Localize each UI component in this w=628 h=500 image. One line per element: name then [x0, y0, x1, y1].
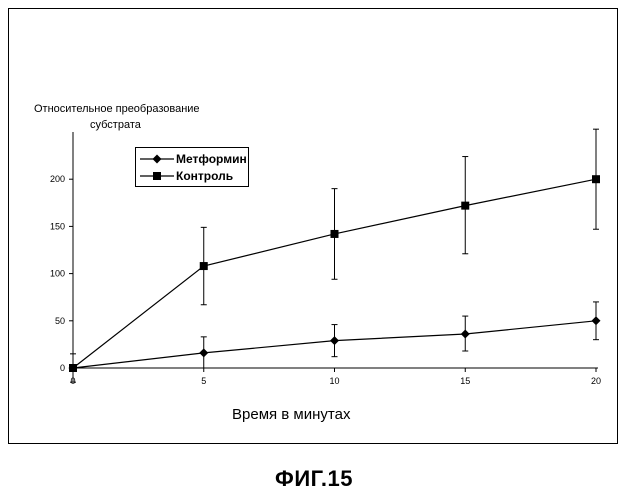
point-control	[69, 364, 77, 372]
point-metformin	[461, 330, 470, 339]
x-tick-label: 20	[591, 376, 601, 386]
point-control	[331, 230, 339, 238]
point-control	[461, 202, 469, 210]
point-control	[592, 175, 600, 183]
x-axis-label: Время в минутах	[232, 406, 350, 423]
x-tick-label: 15	[460, 376, 470, 386]
point-metformin	[199, 348, 208, 357]
legend-marker-diamond	[140, 153, 174, 165]
y-tick-label: 200	[50, 174, 65, 184]
point-metformin	[592, 316, 601, 325]
y-tick-label: 0	[60, 363, 65, 373]
legend-label-control: Контроль	[176, 169, 233, 183]
legend: Метформин Контроль	[135, 147, 249, 187]
legend-item-metformin: Метформин	[140, 151, 247, 167]
point-control	[200, 262, 208, 270]
y-tick-label: 100	[50, 269, 65, 279]
x-tick-label: 10	[329, 376, 339, 386]
figure-label: ФИГ.15	[0, 466, 628, 492]
y-tick-label: 150	[50, 221, 65, 231]
point-metformin	[330, 336, 339, 345]
legend-item-control: Контроль	[140, 168, 233, 184]
legend-label-metformin: Метформин	[176, 152, 247, 166]
x-tick-label: 5	[201, 376, 206, 386]
y-tick-label: 50	[55, 316, 65, 326]
legend-marker-square	[140, 170, 174, 182]
